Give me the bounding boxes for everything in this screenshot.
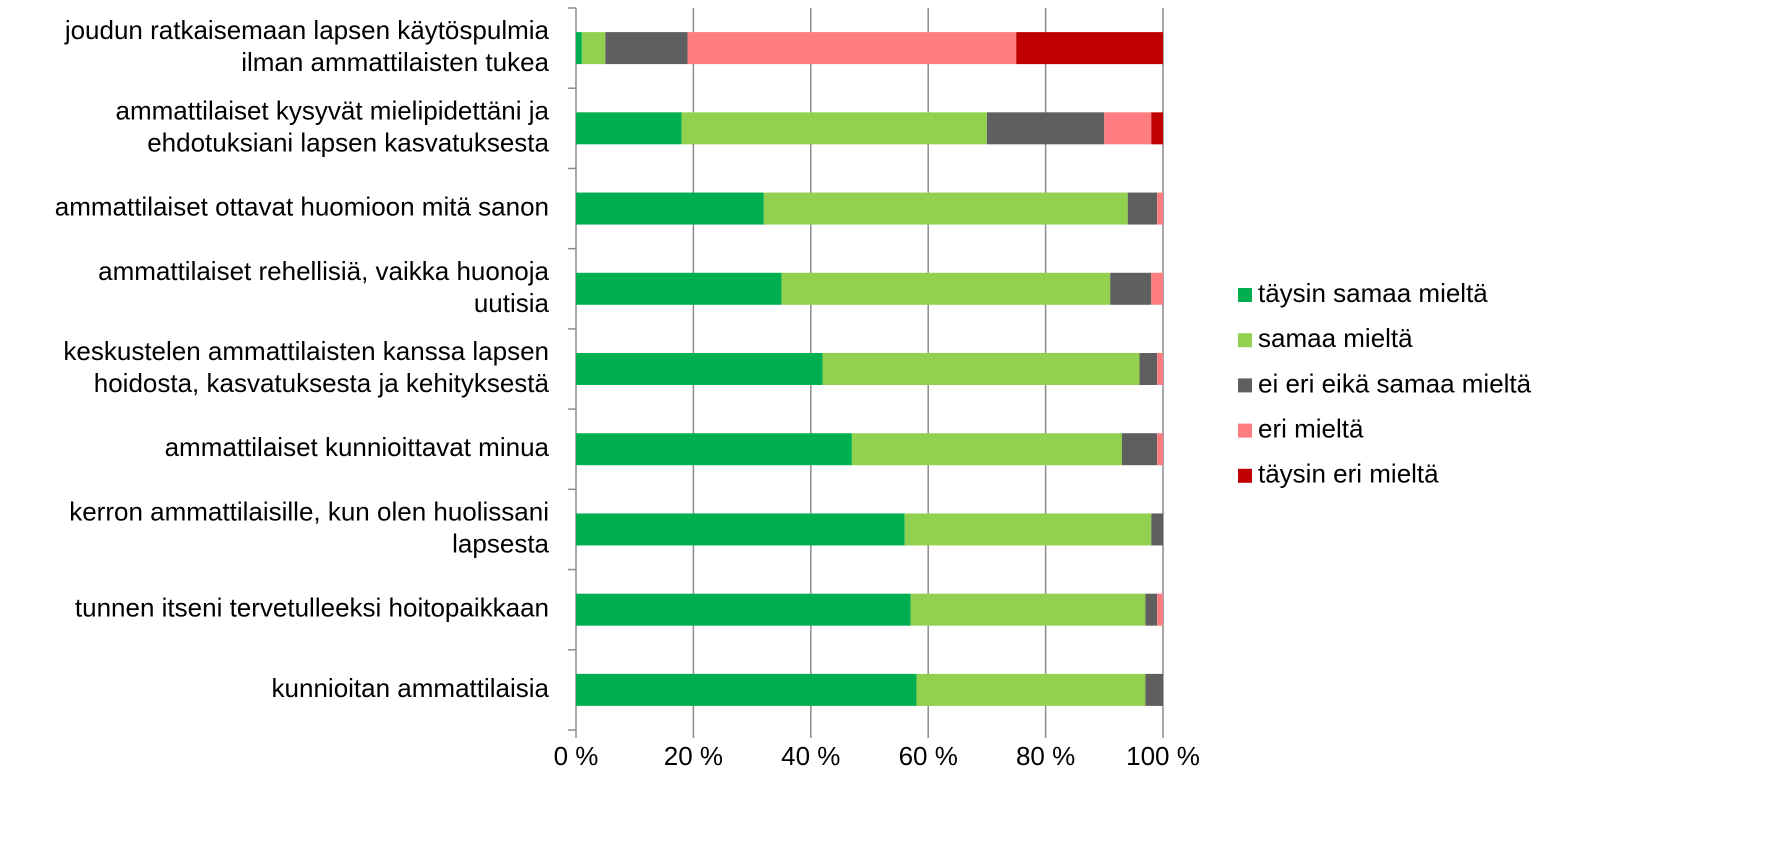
x-tick-label: 100 % [1126, 741, 1200, 771]
bar-segment [576, 272, 782, 305]
bar-segment [763, 192, 1128, 225]
bar-segment [581, 32, 606, 65]
y-tick-label: tunnen itseni tervetulleeksi hoitopaikka… [75, 593, 549, 623]
label-line: ammattilaiset kunnioittavat minua [165, 432, 550, 462]
bar-segment [986, 112, 1105, 145]
legend-swatch [1238, 468, 1252, 483]
bar-segment [681, 112, 987, 145]
y-tick-label: ammattilaiset rehellisiä, vaikka huonoja… [98, 256, 549, 318]
bar-segment [1151, 513, 1163, 546]
label-line: hoidosta, kasvatuksesta ja kehityksestä [94, 368, 550, 398]
bar-segment [1157, 192, 1163, 225]
bar-segment [576, 433, 852, 466]
bar-segment [1121, 433, 1158, 466]
bar-segment [1151, 112, 1163, 145]
label-line: keskustelen ammattilaisten kanssa lapsen [63, 336, 549, 366]
label-line: ammattilaiset kysyvät mielipidettäni ja [116, 95, 550, 125]
bar-segment [1104, 112, 1152, 145]
label-line: kerron ammattilaisille, kun olen huoliss… [69, 496, 549, 526]
legend-label: täysin samaa mieltä [1258, 278, 1488, 308]
legend-swatch [1238, 423, 1252, 438]
label-line: ehdotuksiani lapsen kasvatuksesta [147, 127, 549, 157]
label-line: ilman ammattilaisten tukea [241, 47, 549, 77]
y-tick-label: ammattilaiset kysyvät mielipidettäni ja e… [116, 95, 550, 157]
bar-segment [1110, 272, 1152, 305]
x-tick-label: 60 % [899, 741, 958, 771]
legend-label: täysin eri mieltä [1258, 459, 1439, 489]
legend-label: ei eri eikä samaa mieltä [1258, 368, 1532, 398]
label-line: lapsesta [452, 528, 549, 558]
label-line: uutisia [474, 288, 550, 318]
bar-segment [1157, 353, 1163, 385]
y-tick-label: keskustelen ammattilaisten kanssa lapsen… [63, 336, 549, 398]
legend-swatch [1238, 333, 1252, 348]
y-tick-label: kerron ammattilaisille, kun olen huoliss… [69, 496, 549, 558]
bar-segment [1127, 192, 1158, 225]
x-tick-label: 20 % [664, 741, 723, 771]
bar-segment [851, 433, 1122, 466]
label-line: ammattilaiset rehellisiä, vaikka huonoja [98, 256, 549, 286]
x-tick-label: 80 % [1016, 741, 1075, 771]
bar-segment [1139, 353, 1158, 385]
bar-segment [576, 112, 682, 145]
legend-swatch [1238, 378, 1252, 393]
bar-segment [576, 32, 582, 65]
bar-segment [910, 593, 1146, 626]
label-line: joudun ratkaisemaan lapsen käytöspulmia [64, 15, 550, 45]
y-tick-label: kunnioitan ammattilaisia [272, 673, 550, 703]
bar-segment [904, 513, 1152, 546]
label-line: ammattilaiset ottavat huomioon mitä sano… [55, 191, 549, 221]
bar-segment [1151, 272, 1163, 305]
bar-segment [916, 673, 1146, 706]
legend-label: eri mieltä [1258, 413, 1364, 443]
bar-segment [605, 32, 688, 65]
bar-segment [576, 192, 764, 225]
bar-segment [576, 593, 911, 626]
bar-segment [576, 353, 823, 385]
bar-segment [822, 353, 1140, 385]
bar-segment [1016, 32, 1163, 65]
legend-label: samaa mieltä [1258, 323, 1413, 353]
bar-segment [781, 272, 1111, 305]
label-line: tunnen itseni tervetulleeksi hoitopaikka… [75, 593, 549, 623]
bar-segment [1157, 433, 1163, 466]
y-tick-label: ammattilaiset kunnioittavat minua [165, 432, 550, 462]
bar-segment [576, 513, 905, 546]
bar-segment [1145, 593, 1158, 626]
bar-segment [576, 673, 917, 706]
x-tick-label: 0 % [554, 741, 599, 771]
legend-swatch [1238, 288, 1252, 302]
bar-segment [1145, 673, 1163, 706]
bar-segment [1157, 593, 1163, 626]
y-tick-label: joudun ratkaisemaan lapsen käytöspulmia i… [64, 15, 550, 77]
bar-segment [687, 32, 1017, 65]
x-tick-label: 40 % [781, 741, 840, 771]
y-tick-label: ammattilaiset ottavat huomioon mitä sano… [55, 191, 549, 221]
label-line: kunnioitan ammattilaisia [272, 673, 550, 703]
